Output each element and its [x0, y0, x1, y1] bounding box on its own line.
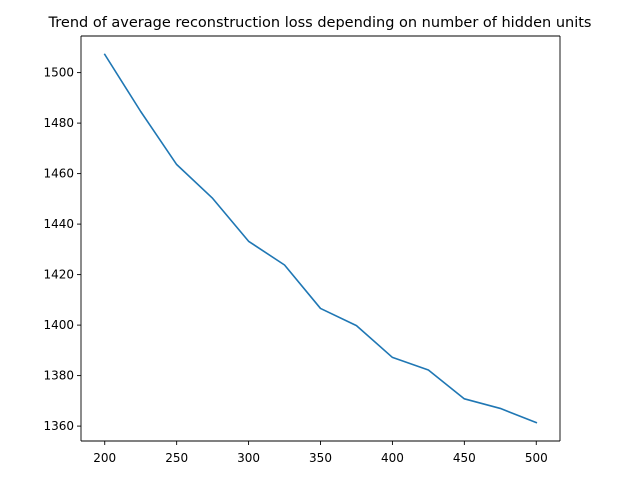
y-tick-label: 1400: [43, 318, 74, 332]
y-tick-label: 1380: [43, 369, 74, 383]
series-line-1: [103, 53, 538, 424]
plot-area: 200 250 300 350 400 450 500 1360 1380 1400 1420 144…: [43, 35, 561, 465]
x-tick-label: 250: [165, 451, 188, 465]
y-tick-label: 1440: [43, 217, 74, 231]
x-tick-label: 200: [93, 451, 116, 465]
x-tick-label: 350: [309, 451, 332, 465]
x-tick-label: 300: [237, 451, 260, 465]
x-tick-label: 500: [525, 451, 548, 465]
y-tick-label: 1360: [43, 419, 74, 433]
y-tick-label: 1480: [43, 116, 74, 130]
y-tick-label: 1460: [43, 167, 74, 181]
x-tick-label: 400: [381, 451, 404, 465]
y-tick-label: 1500: [43, 66, 74, 80]
chart-title: Trend of average reconstruction loss dep…: [48, 15, 592, 31]
y-tick-label: 1420: [43, 268, 74, 282]
x-tick-label: 450: [453, 451, 476, 465]
